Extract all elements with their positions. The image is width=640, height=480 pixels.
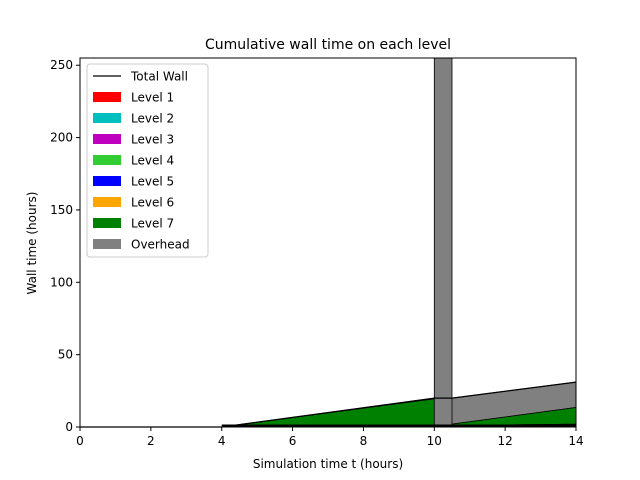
legend-item: Level 7 xyxy=(93,217,174,231)
legend-item: Level 6 xyxy=(93,196,174,210)
x-tick-label: 6 xyxy=(289,434,297,448)
x-tick-label: 8 xyxy=(360,434,368,448)
legend-swatch xyxy=(93,134,121,144)
legend-swatch xyxy=(93,155,121,165)
y-tick-label: 0 xyxy=(65,420,73,434)
legend-label: Level 3 xyxy=(131,133,174,147)
plot-frame xyxy=(79,57,577,428)
legend-box xyxy=(86,63,209,258)
legend-label: Level 2 xyxy=(131,112,174,126)
y-tick-label: 200 xyxy=(50,131,73,145)
legend-label: Level 7 xyxy=(131,217,174,231)
legend-swatch xyxy=(93,113,121,123)
legend-swatch xyxy=(93,92,121,102)
legend-item: Level 5 xyxy=(93,175,174,189)
legend-item: Level 1 xyxy=(93,91,174,105)
legend-label: Total Wall xyxy=(130,70,188,84)
x-tick-label: 0 xyxy=(76,434,84,448)
y-tick-label: 250 xyxy=(50,58,73,72)
y-tick-label: 150 xyxy=(50,203,73,217)
x-tick-label: 4 xyxy=(218,434,226,448)
legend-item: Level 4 xyxy=(93,154,174,168)
x-tick-label: 10 xyxy=(427,434,442,448)
chart-title: Cumulative wall time on each level xyxy=(205,37,451,53)
legend-item: Level 3 xyxy=(93,133,174,147)
x-axis-label: Simulation time t (hours) xyxy=(253,457,403,471)
overhead-spike xyxy=(433,57,453,428)
x-tick-label: 14 xyxy=(568,434,583,448)
legend-label: Overhead xyxy=(131,238,190,252)
legend-swatch xyxy=(93,239,121,249)
legend-swatch xyxy=(93,176,121,186)
legend-item: Total Wall xyxy=(93,70,188,84)
x-tick-label: 2 xyxy=(147,434,155,448)
legend-label: Level 5 xyxy=(131,175,174,189)
y-tick-label: 50 xyxy=(58,348,73,362)
legend: Total Wall Level 1 Level 2 Level 3 Level 4 Le… xyxy=(86,63,209,258)
y-tick-label: 100 xyxy=(50,275,73,289)
legend-swatch xyxy=(93,197,121,207)
y-axis-label: Wall time (hours) xyxy=(25,192,39,295)
x-tick-label: 12 xyxy=(498,434,513,448)
legend-label: Level 1 xyxy=(131,91,174,105)
axes: 0 2 4 6 8 10 12 14 0 50 100 150 200 250 xyxy=(50,57,584,448)
legend-label: Level 4 xyxy=(131,154,174,168)
legend-item: Overhead xyxy=(93,238,190,252)
legend-item: Level 2 xyxy=(93,112,174,126)
legend-label: Level 6 xyxy=(131,196,174,210)
legend-swatch xyxy=(93,218,121,228)
